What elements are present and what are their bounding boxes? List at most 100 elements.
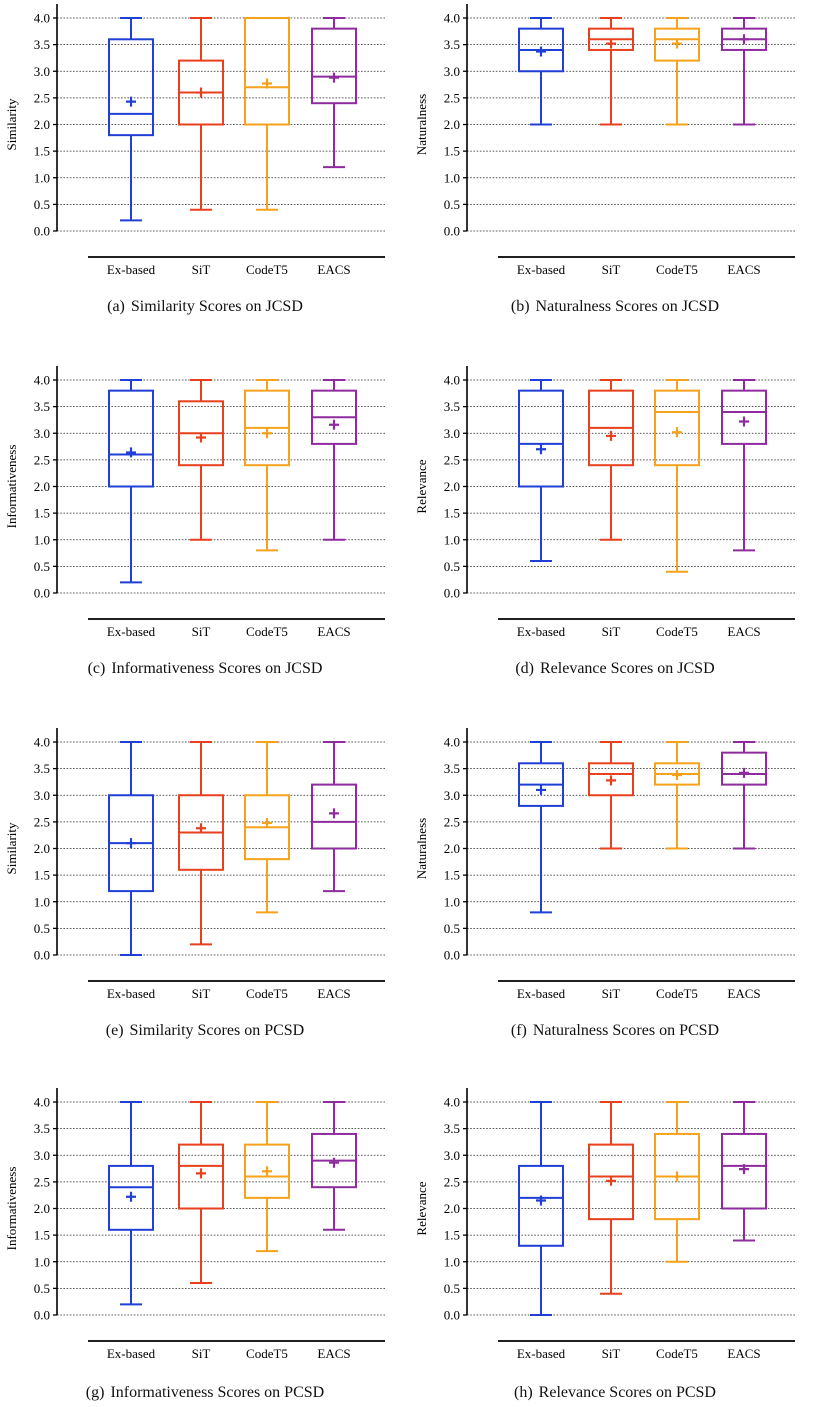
y-tick-label: 2.5 bbox=[444, 452, 460, 467]
chart-f: 0.0 0.5 1.0 1.5 2.0 2.5 3.0 3.5 4.0 Naturalness Ex… bbox=[414, 728, 795, 1001]
mean-marker bbox=[126, 96, 136, 107]
y-tick-label: 3.5 bbox=[34, 761, 50, 776]
y-tick-label: 3.0 bbox=[34, 788, 50, 803]
y-tick-label: 1.5 bbox=[444, 506, 460, 521]
iqr-box bbox=[108, 1164, 154, 1231]
caption-e: (e) Similarity Scores on PCSD bbox=[0, 1022, 410, 1040]
x-tick-label: CodeT5 bbox=[656, 624, 698, 639]
x-tick-label: EACS bbox=[317, 1346, 350, 1361]
box-codet5 bbox=[654, 741, 700, 850]
caption-label: (f) bbox=[510, 1022, 527, 1039]
panel-g: 0.0 0.5 1.0 1.5 2.0 2.5 3.0 3.5 4.0 Informativene… bbox=[0, 1084, 410, 1407]
y-tick-label: 4.0 bbox=[444, 373, 460, 388]
x-tick-label: CodeT5 bbox=[656, 262, 698, 277]
y-tick-label: 0.5 bbox=[444, 559, 460, 574]
x-tick-label: Ex-based bbox=[517, 262, 566, 277]
caption-a: (a) Similarity Scores on JCSD bbox=[0, 298, 410, 316]
chart-g: 0.0 0.5 1.0 1.5 2.0 2.5 3.0 3.5 4.0 Informativene… bbox=[4, 1088, 385, 1361]
x-tick-label: EACS bbox=[727, 1346, 760, 1361]
mean-marker bbox=[262, 428, 272, 439]
y-tick-label: 1.0 bbox=[34, 894, 50, 909]
x-tick-label: SiT bbox=[192, 1346, 211, 1361]
y-tick-label: 1.0 bbox=[444, 532, 460, 547]
y-tick-label: 3.5 bbox=[34, 1121, 50, 1136]
y-tick-label: 0.0 bbox=[34, 224, 50, 239]
box-sit bbox=[178, 17, 224, 211]
iqr-box bbox=[311, 27, 357, 105]
x-tick-label: Ex-based bbox=[517, 986, 566, 1001]
box-sit bbox=[178, 741, 224, 946]
mean-marker bbox=[536, 1195, 546, 1206]
box-eacs bbox=[721, 741, 767, 850]
iqr-box bbox=[588, 1143, 634, 1221]
caption-label: (h) bbox=[514, 1384, 533, 1401]
mean-marker bbox=[196, 87, 206, 98]
mean-marker bbox=[329, 1157, 339, 1168]
x-tick-label: Ex-based bbox=[107, 1346, 156, 1361]
mean-marker bbox=[329, 72, 339, 83]
caption-c: (c) Informativeness Scores on JCSD bbox=[0, 660, 410, 678]
y-axis-label: Informativeness bbox=[4, 1167, 19, 1251]
mean-marker bbox=[126, 447, 136, 458]
y-tick-label: 1.5 bbox=[34, 1228, 50, 1243]
y-tick-label: 0.5 bbox=[444, 921, 460, 936]
mean-marker bbox=[672, 770, 682, 781]
mean-marker bbox=[606, 775, 616, 786]
iqr-box bbox=[311, 783, 357, 850]
x-tick-label: Ex-based bbox=[517, 624, 566, 639]
x-tick-label: SiT bbox=[602, 986, 621, 1001]
y-tick-label: 2.0 bbox=[34, 117, 50, 132]
y-tick-label: 1.0 bbox=[444, 170, 460, 185]
mean-marker bbox=[126, 1191, 136, 1202]
chart-c: 0.0 0.5 1.0 1.5 2.0 2.5 3.0 3.5 4.0 Informativene… bbox=[4, 366, 385, 639]
mean-marker bbox=[329, 808, 339, 819]
y-tick-label: 2.5 bbox=[34, 452, 50, 467]
panel-f: 0.0 0.5 1.0 1.5 2.0 2.5 3.0 3.5 4.0 Naturalness Ex… bbox=[410, 724, 820, 1076]
box-codet5 bbox=[244, 1101, 290, 1253]
box-ex-based bbox=[108, 741, 154, 956]
iqr-box bbox=[244, 17, 290, 126]
iqr-box bbox=[108, 38, 154, 137]
y-tick-label: 1.0 bbox=[444, 1254, 460, 1269]
y-tick-label: 4.0 bbox=[34, 11, 50, 26]
box-sit bbox=[178, 379, 224, 541]
chart-b: 0.0 0.5 1.0 1.5 2.0 2.5 3.0 3.5 4.0 Naturalness Ex… bbox=[414, 4, 795, 277]
y-tick-label: 0.0 bbox=[444, 224, 460, 239]
panel-b: 0.0 0.5 1.0 1.5 2.0 2.5 3.0 3.5 4.0 Naturalness Ex… bbox=[410, 0, 820, 352]
box-ex-based bbox=[108, 17, 154, 222]
y-tick-label: 1.5 bbox=[444, 868, 460, 883]
x-tick-label: CodeT5 bbox=[246, 986, 288, 1001]
panel-c: 0.0 0.5 1.0 1.5 2.0 2.5 3.0 3.5 4.0 Informativene… bbox=[0, 362, 410, 714]
y-tick-label: 0.0 bbox=[34, 586, 50, 601]
x-tick-label: EACS bbox=[317, 262, 350, 277]
iqr-box bbox=[518, 389, 564, 488]
y-tick-label: 1.0 bbox=[34, 1254, 50, 1269]
x-tick-label: EACS bbox=[727, 624, 760, 639]
y-tick-label: 0.5 bbox=[34, 559, 50, 574]
mean-marker bbox=[262, 817, 272, 828]
x-tick-label: Ex-based bbox=[517, 1346, 566, 1361]
y-axis-label: Naturalness bbox=[414, 94, 429, 155]
iqr-box bbox=[721, 389, 767, 445]
caption-text: Informativeness Scores on PCSD bbox=[110, 1384, 325, 1401]
y-tick-label: 0.0 bbox=[444, 586, 460, 601]
mean-marker bbox=[536, 784, 546, 795]
caption-h: (h) Relevance Scores on PCSD bbox=[410, 1384, 820, 1402]
mean-marker bbox=[672, 427, 682, 438]
y-tick-label: 2.5 bbox=[444, 1174, 460, 1189]
mean-marker bbox=[606, 38, 616, 49]
y-tick-label: 1.5 bbox=[34, 506, 50, 521]
y-tick-label: 3.5 bbox=[34, 399, 50, 414]
mean-marker bbox=[329, 419, 339, 430]
x-tick-label: CodeT5 bbox=[656, 986, 698, 1001]
box-ex-based bbox=[518, 741, 564, 914]
y-tick-label: 1.0 bbox=[34, 170, 50, 185]
x-tick-label: CodeT5 bbox=[246, 624, 288, 639]
y-tick-label: 4.0 bbox=[34, 1095, 50, 1110]
iqr-box bbox=[654, 389, 700, 467]
caption-label: (b) bbox=[510, 298, 530, 315]
y-axis-label: Similarity bbox=[4, 822, 19, 875]
x-tick-label: SiT bbox=[602, 624, 621, 639]
box-ex-based bbox=[108, 379, 154, 584]
